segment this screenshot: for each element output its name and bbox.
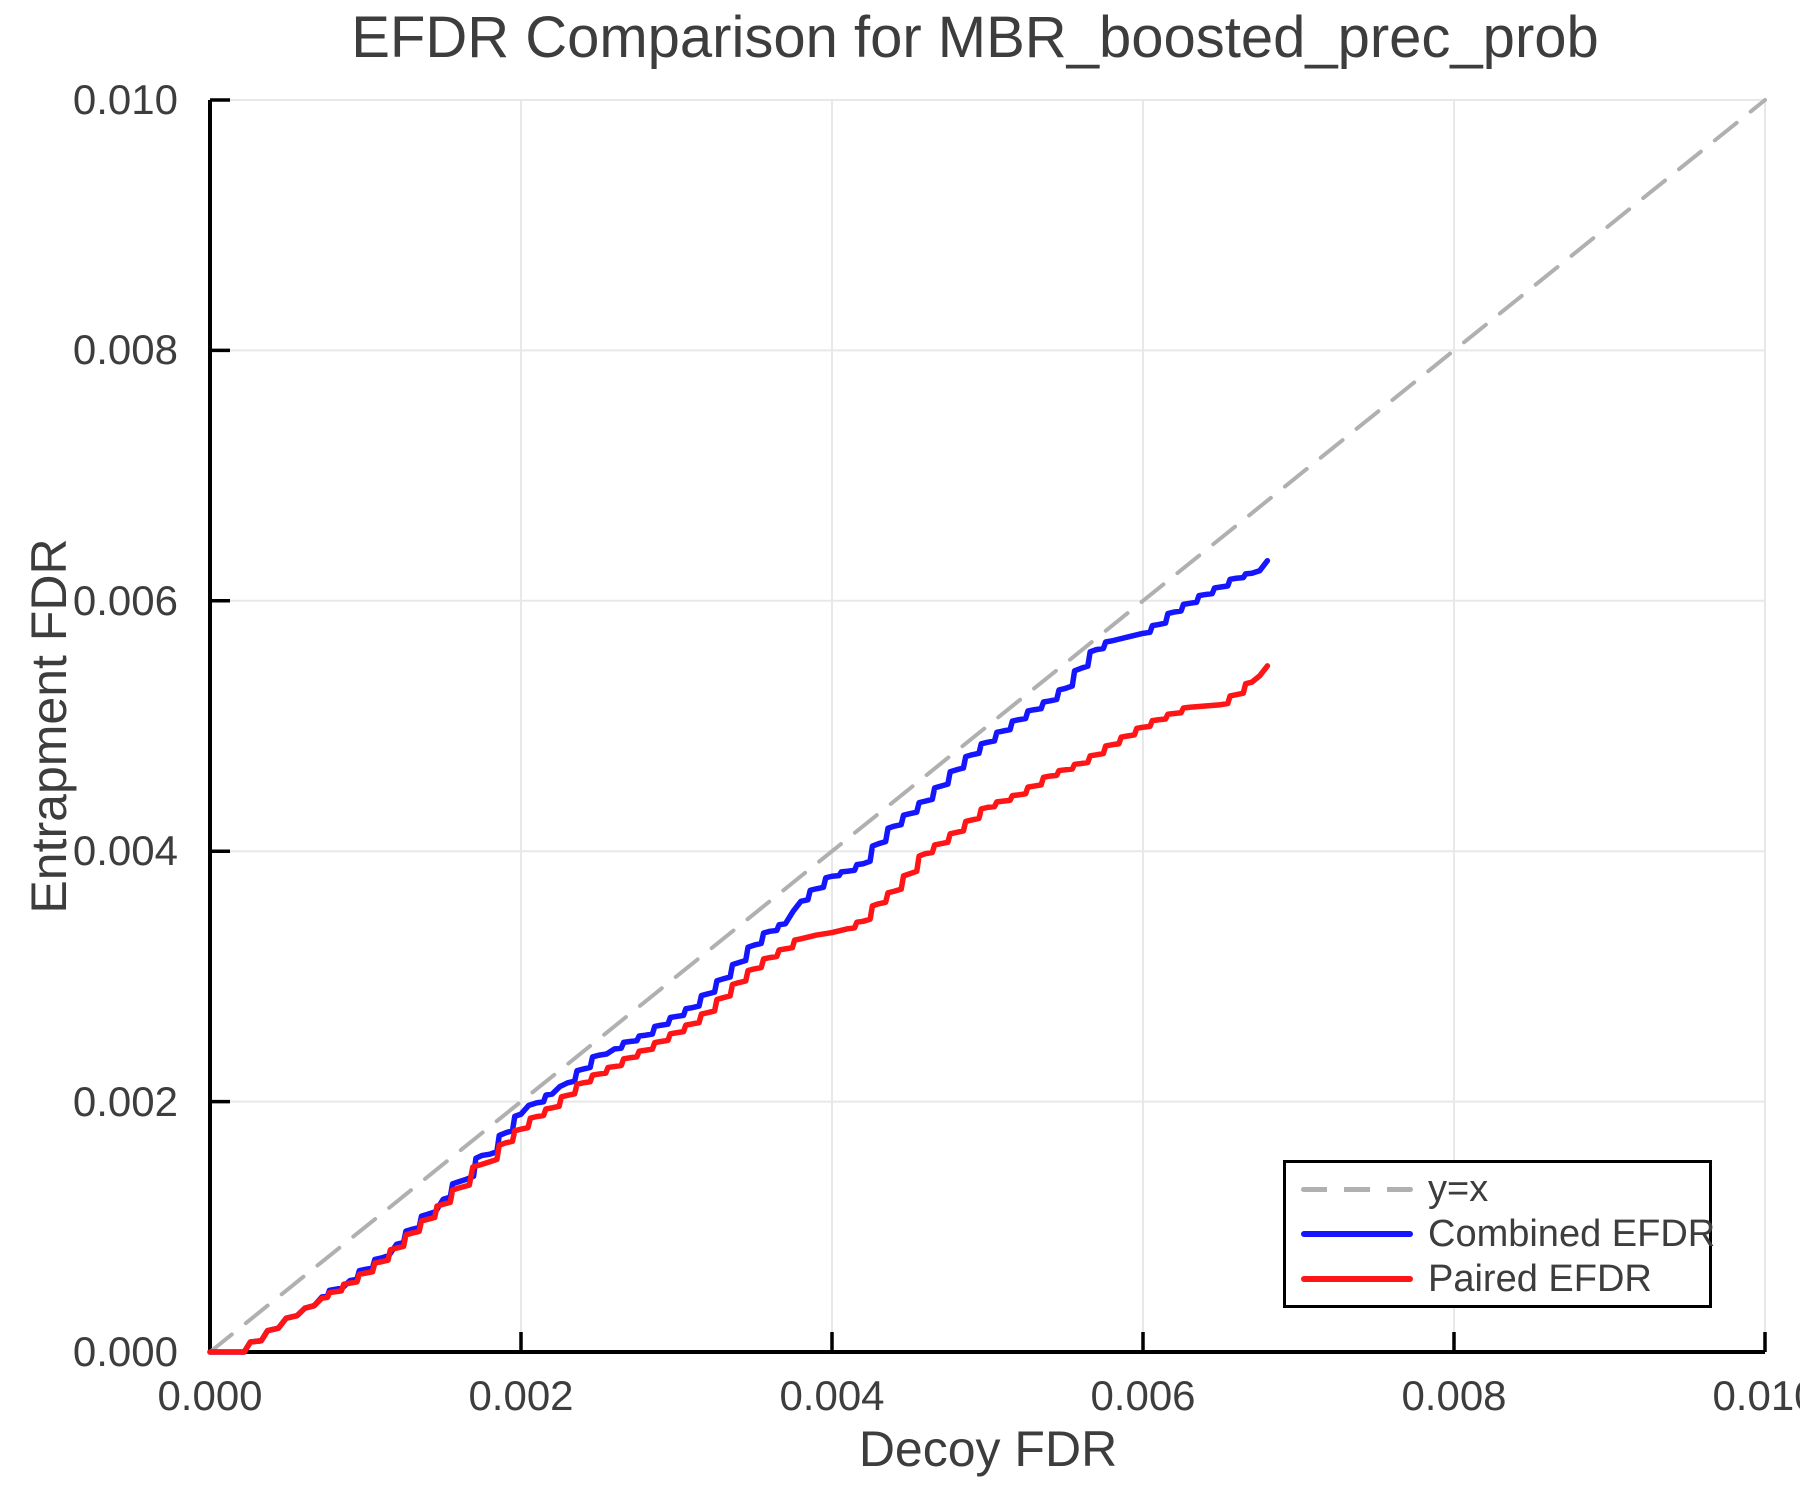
legend-row-combined: Combined EFDR <box>1286 1215 1715 1253</box>
y-tick-label: 0.000 <box>72 1328 178 1375</box>
y-tick-label: 0.002 <box>72 1077 178 1125</box>
y-tick-label: 0.004 <box>72 827 178 875</box>
legend-key-paired-line <box>1301 1276 1413 1282</box>
x-tick-label: 0.008 <box>1401 1372 1507 1419</box>
legend-label-combined: Combined EFDR <box>1428 1213 1716 1255</box>
y-tick-label: 0.006 <box>72 576 178 624</box>
x-tick-label: 0.004 <box>779 1372 885 1419</box>
x-tick-label: 0.010 <box>1712 1372 1800 1419</box>
chart-title: EFDR Comparison for MBR_boosted_prec_pro… <box>351 5 1599 70</box>
y-tick-label: 0.008 <box>72 326 178 374</box>
series-combined-efdr <box>207 557 1271 1355</box>
legend: y=x Combined EFDR Paired EFDR <box>1283 1160 1715 1308</box>
y-tick-label: 0.010 <box>72 76 178 123</box>
x-tick-label: 0.000 <box>157 1372 263 1419</box>
legend-label-reference: y=x <box>1428 1168 1489 1210</box>
legend-key-combined-line <box>1301 1231 1413 1237</box>
series-y-x <box>208 98 1767 1354</box>
x-tick-label: 0.002 <box>468 1372 574 1419</box>
y-axis-label: Entrapment FDR <box>21 538 77 914</box>
legend-label-paired: Paired EFDR <box>1428 1258 1652 1300</box>
x-axis-label: Decoy FDR <box>858 1421 1118 1477</box>
legend-key-dashed-line <box>1301 1186 1413 1192</box>
series-paired-efdr <box>207 663 1271 1355</box>
legend-row-reference: y=x <box>1286 1170 1709 1208</box>
x-tick-label: 0.006 <box>1090 1372 1196 1419</box>
legend-row-paired: Paired EFDR <box>1286 1260 1709 1298</box>
